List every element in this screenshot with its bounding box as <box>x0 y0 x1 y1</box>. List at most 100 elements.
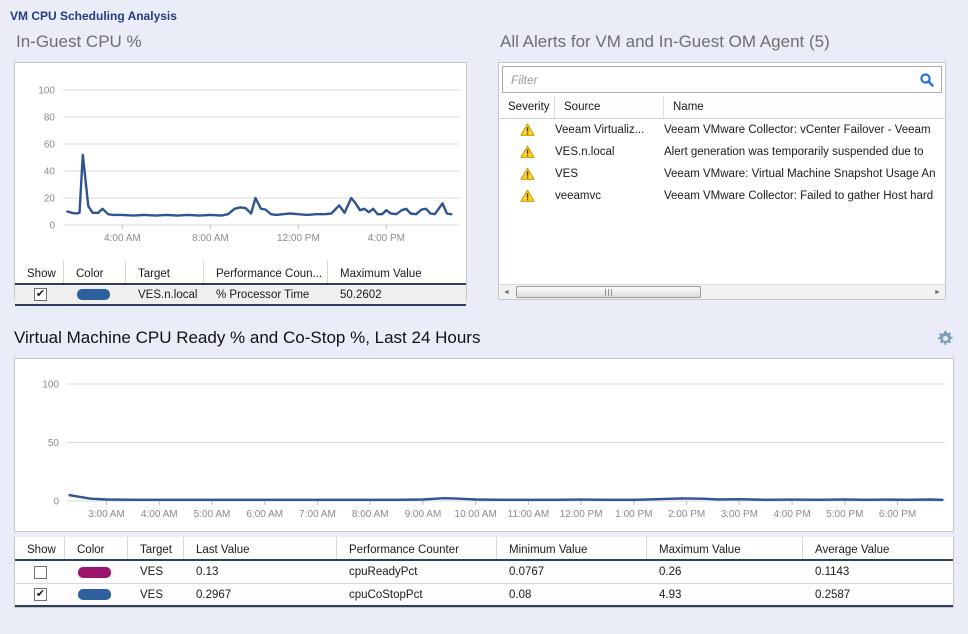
legend-row-cell-show: ✔ <box>15 288 64 301</box>
legend-row-cell-avg: 0.1143 <box>815 566 850 578</box>
horizontal-scrollbar[interactable]: ◄ ► <box>499 284 945 299</box>
alert-row[interactable]: VES Veeam VMware: Virtual Machine Snapsh… <box>499 163 945 185</box>
svg-text:0: 0 <box>53 497 59 508</box>
svg-text:50: 50 <box>48 438 60 449</box>
alert-row[interactable]: veeamvc Veeam VMware Collector: Failed t… <box>499 185 945 207</box>
svg-text:11:00 AM: 11:00 AM <box>508 509 550 520</box>
legend-row-cpu-ready: VES 0.13 cpuReadyPct 0.0767 0.26 0.1143 <box>15 561 953 584</box>
legend-header-row: Show Color Target Performance Coun... Ma… <box>15 261 466 285</box>
scrollbar-left-arrow-icon[interactable]: ◄ <box>503 288 510 296</box>
legend-row-cell-min: 0.08 <box>509 588 532 601</box>
alert-name: Veeam VMware: Virtual Machine Snapshot U… <box>664 168 936 180</box>
page-title: VM CPU Scheduling Analysis <box>10 9 177 23</box>
column-header-maximum-value[interactable]: Maximum Value <box>340 268 422 280</box>
search-icon[interactable] <box>913 72 941 88</box>
warning-triangle-icon <box>499 145 555 159</box>
scrollbar-right-arrow-icon[interactable]: ► <box>934 288 941 296</box>
svg-text:40: 40 <box>44 167 56 178</box>
svg-text:4:00 AM: 4:00 AM <box>141 509 178 520</box>
column-header-color[interactable]: Color <box>64 261 126 283</box>
legend-row-cell-target: VES.n.local <box>138 288 198 301</box>
legend-row-cpu-costop: ✔ VES 0.2967 cpuCoStopPct 0.08 4.93 0.25… <box>15 584 953 607</box>
scrollbar-track[interactable] <box>514 285 930 299</box>
scrollbar-thumb[interactable] <box>516 286 701 298</box>
svg-text:6:00 PM: 6:00 PM <box>879 509 916 520</box>
legend-row-cell-avg: 0.2587 <box>815 588 851 601</box>
filter-input[interactable] <box>503 72 913 87</box>
column-header-last-value[interactable]: Last Value <box>184 537 337 559</box>
svg-text:2:00 PM: 2:00 PM <box>668 509 705 520</box>
svg-text:20: 20 <box>44 194 56 205</box>
alert-name: Veeam VMware Collector: Failed to gather… <box>664 190 934 202</box>
show-series-checkbox[interactable] <box>34 565 47 579</box>
in-guest-cpu-legend-table: Show Color Target Performance Coun... Ma… <box>15 261 466 306</box>
column-header-color[interactable]: Color <box>65 537 128 559</box>
alert-row[interactable]: Veeam Virtualiz... Veeam VMware Collecto… <box>499 119 945 141</box>
gear-icon[interactable] <box>937 330 954 347</box>
alert-name: Alert generation was temporarily suspend… <box>664 146 924 158</box>
svg-text:100: 100 <box>38 86 55 97</box>
svg-text:4:00 AM: 4:00 AM <box>104 233 141 244</box>
svg-text:8:00 AM: 8:00 AM <box>352 509 389 520</box>
alerts-list: Veeam Virtualiz... Veeam VMware Collecto… <box>499 119 945 284</box>
cpu-ready-costop-panel: 0 50 100 3:00 AM 4:00 AM 5:00 AM 6:00 AM 7:00 A… <box>14 358 954 532</box>
column-header-show[interactable]: Show <box>15 537 65 559</box>
svg-text:4:00 PM: 4:00 PM <box>368 233 405 244</box>
column-header-average-value[interactable]: Average Value <box>815 544 890 556</box>
series-color-swatch <box>78 566 111 578</box>
svg-text:100: 100 <box>42 380 59 391</box>
svg-text:0: 0 <box>49 221 55 232</box>
series-color-swatch <box>78 589 111 600</box>
svg-text:80: 80 <box>44 113 56 124</box>
cpu-ready-costop-legend-table: Show Color Target Last Value Performance… <box>14 537 954 608</box>
svg-text:4:00 PM: 4:00 PM <box>773 509 810 520</box>
legend-header-row: Show Color Target Last Value Performance… <box>15 537 953 561</box>
column-header-name[interactable]: Name <box>673 101 704 113</box>
svg-text:6:00 AM: 6:00 AM <box>246 509 283 520</box>
legend-row-cell-show <box>15 565 65 579</box>
svg-text:5:00 PM: 5:00 PM <box>826 509 863 520</box>
warning-triangle-icon <box>499 167 555 181</box>
legend-row-cell-color <box>65 589 128 600</box>
top-row: In-Guest CPU % 0 20 40 60 80 100 4:00 AM 8:00 A… <box>14 28 954 306</box>
svg-text:60: 60 <box>44 140 56 151</box>
in-guest-cpu-chart: 0 20 40 60 80 100 4:00 AM 8:00 AM 12:00 PM 4:00 P… <box>15 63 466 261</box>
in-guest-cpu-title: In-Guest CPU % <box>16 32 142 51</box>
column-header-performance-counter[interactable]: Performance Coun... <box>204 261 328 283</box>
svg-text:10:00 AM: 10:00 AM <box>455 509 497 520</box>
warning-triangle-icon <box>499 123 555 137</box>
alert-name: Veeam VMware Collector: vCenter Failover… <box>664 124 931 136</box>
legend-row-cell-counter: % Processor Time <box>216 288 310 301</box>
legend-row-cell-counter: cpuCoStopPct <box>349 588 423 601</box>
svg-text:3:00 AM: 3:00 AM <box>88 509 125 520</box>
column-header-minimum-value[interactable]: Minimum Value <box>497 537 647 559</box>
svg-text:5:00 AM: 5:00 AM <box>194 509 231 520</box>
alert-source: veeamvc <box>555 190 602 202</box>
show-series-checkbox[interactable]: ✔ <box>34 288 47 301</box>
alert-source: VES <box>555 168 579 180</box>
column-header-severity[interactable]: Severity <box>499 96 555 118</box>
svg-text:12:00 PM: 12:00 PM <box>560 509 603 520</box>
svg-text:3:00 PM: 3:00 PM <box>721 509 758 520</box>
legend-row-cell-show: ✔ <box>15 588 65 601</box>
column-header-performance-counter[interactable]: Performance Counter <box>337 537 497 559</box>
legend-row-cell-max: 0.26 <box>659 566 682 578</box>
column-header-show[interactable]: Show <box>15 261 64 283</box>
alert-source: Veeam Virtualiz... <box>555 124 645 136</box>
legend-row-cell-min: 0.0767 <box>509 566 545 578</box>
svg-text:9:00 AM: 9:00 AM <box>405 509 442 520</box>
legend-row-cell-counter: cpuReadyPct <box>349 566 418 578</box>
column-header-target[interactable]: Target <box>128 537 184 559</box>
show-series-checkbox[interactable]: ✔ <box>34 588 47 601</box>
column-header-source[interactable]: Source <box>555 96 664 118</box>
svg-text:8:00 AM: 8:00 AM <box>192 233 229 244</box>
column-header-maximum-value[interactable]: Maximum Value <box>647 537 803 559</box>
column-header-target[interactable]: Target <box>126 261 204 283</box>
legend-row: ✔ VES.n.local % Processor Time 50.2602 <box>15 285 466 306</box>
alerts-header-row: Severity Source Name <box>499 96 945 119</box>
alert-row[interactable]: VES.n.local Alert generation was tempora… <box>499 141 945 163</box>
svg-text:1:00 PM: 1:00 PM <box>615 509 652 520</box>
warning-triangle-icon <box>499 189 555 203</box>
alerts-section: All Alerts for VM and In-Guest OM Agent … <box>498 28 946 300</box>
series-color-swatch <box>77 289 110 300</box>
